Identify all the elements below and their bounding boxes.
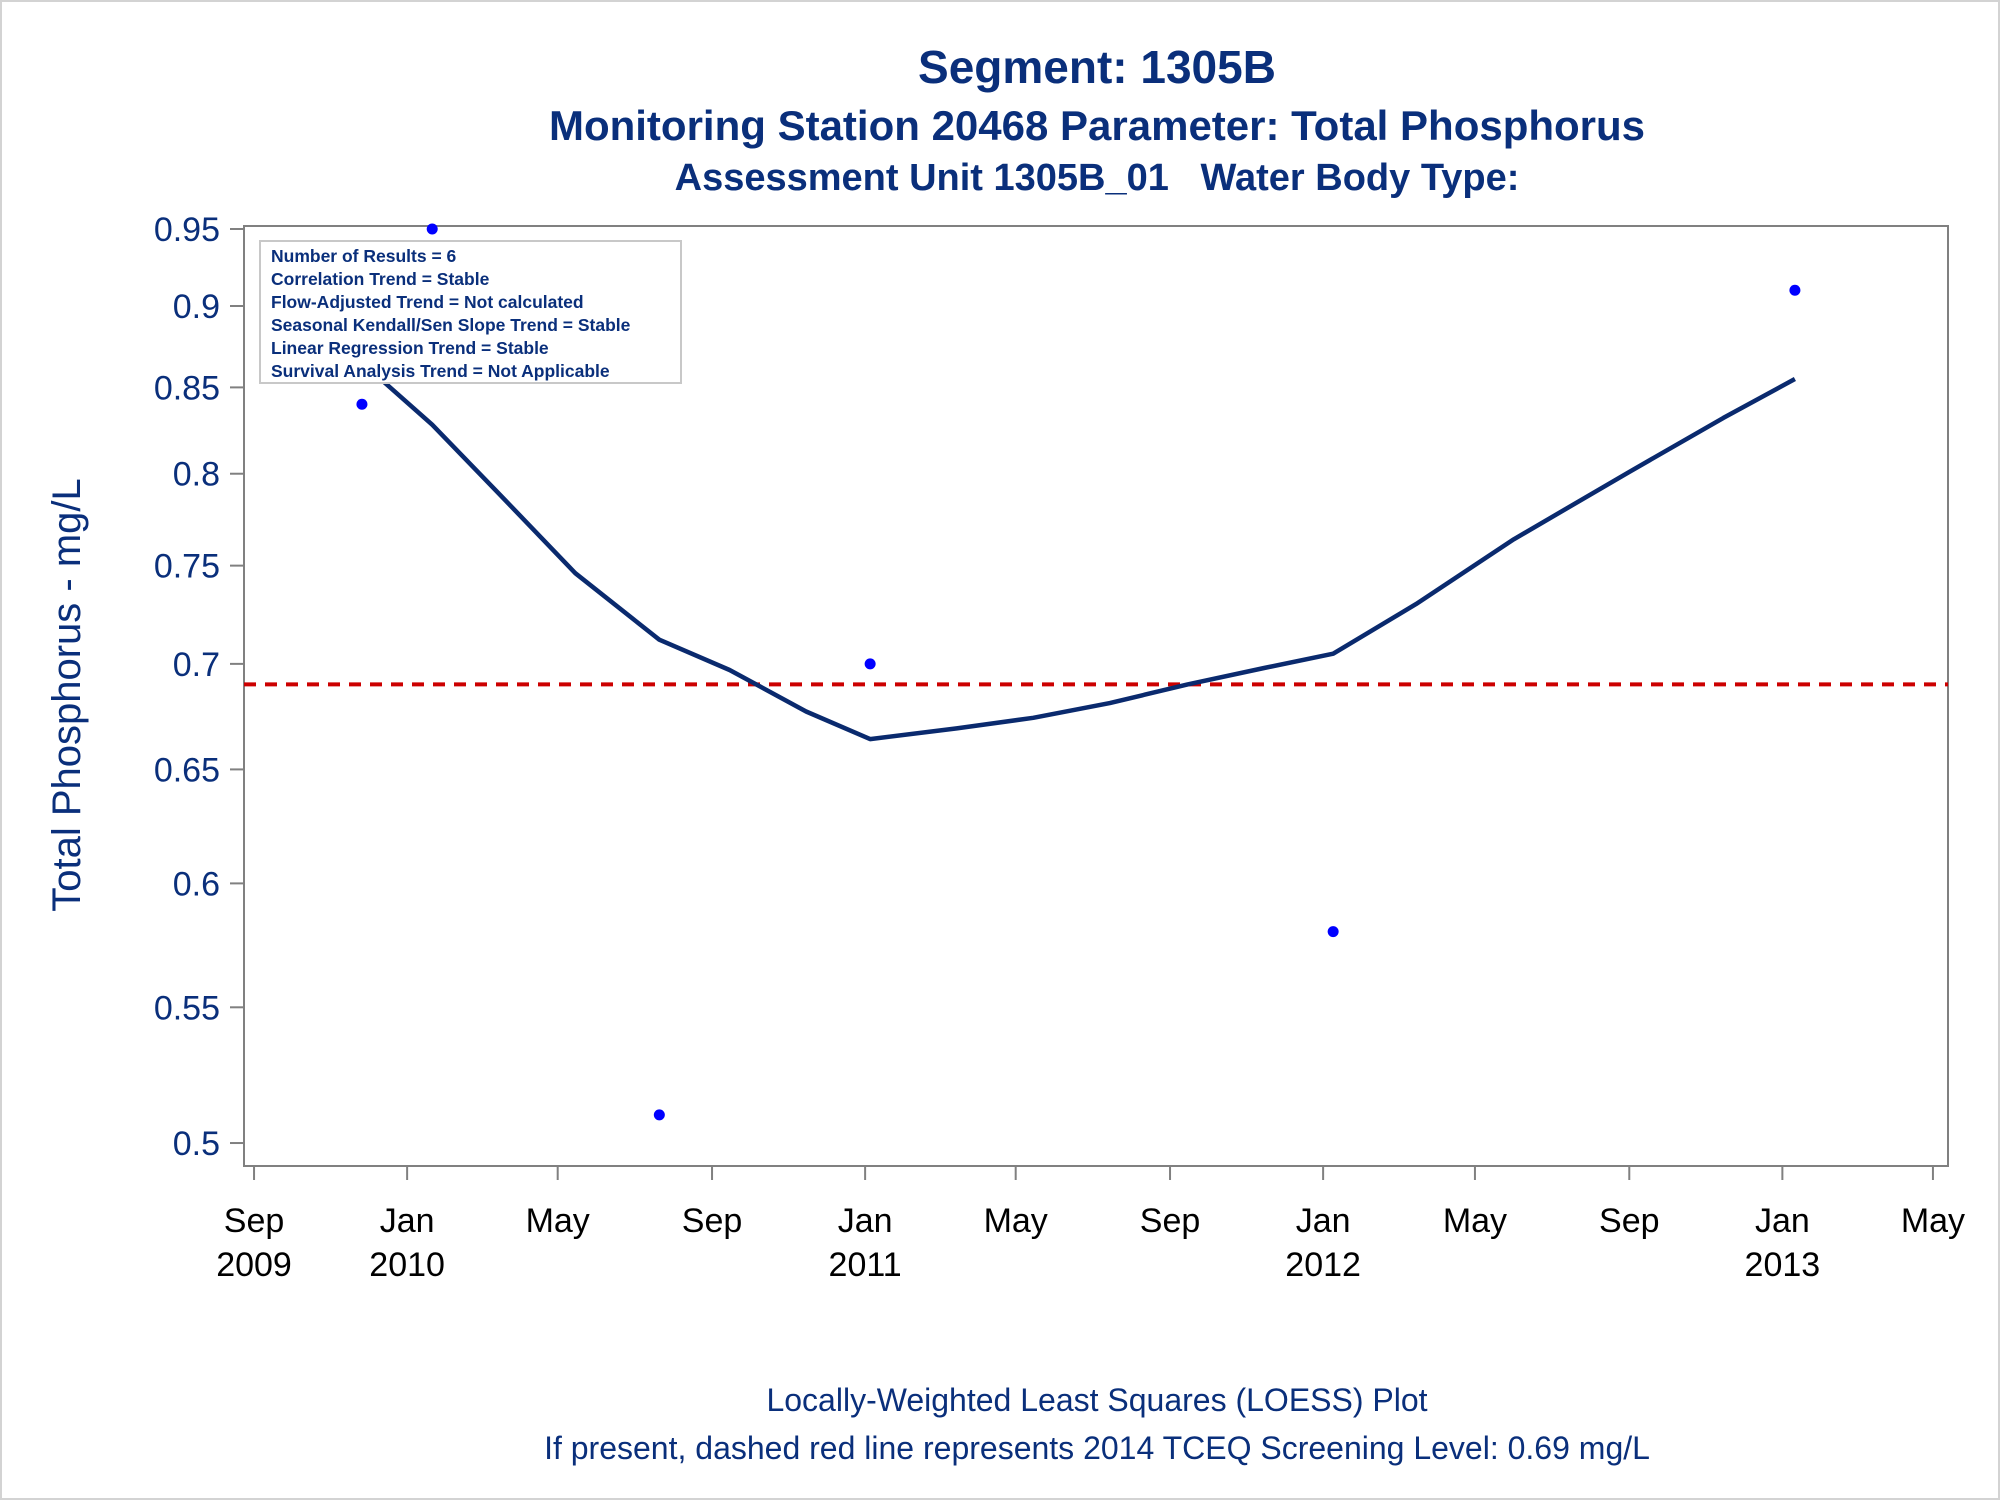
loess-curve bbox=[360, 360, 1796, 742]
y-tick-label: 0.8 bbox=[173, 456, 220, 494]
stats-line-linear-regression: Linear Regression Trend = Stable bbox=[271, 338, 549, 358]
y-tick-label: 0.95 bbox=[154, 211, 220, 249]
y-tick-label: 0.65 bbox=[154, 751, 220, 789]
x-tick-label-month: Sep bbox=[1140, 1202, 1201, 1240]
x-tick-label-year: 2013 bbox=[1745, 1246, 1821, 1284]
x-tick-label-month: Jan bbox=[1755, 1202, 1810, 1240]
data-point bbox=[1789, 284, 1801, 296]
x-tick-label-month: May bbox=[1901, 1202, 1965, 1240]
x-tick-label-month: Sep bbox=[224, 1202, 285, 1240]
y-axis-label: Total Phosphorus - mg/L bbox=[45, 478, 89, 912]
y-tick-label: 0.75 bbox=[154, 548, 220, 586]
x-tick-label-month: May bbox=[984, 1202, 1048, 1240]
x-tick-label-month: May bbox=[1443, 1202, 1507, 1240]
x-tick-label-month: Jan bbox=[380, 1202, 435, 1240]
y-tick-label: 0.5 bbox=[173, 1125, 220, 1163]
data-point bbox=[1327, 926, 1339, 938]
y-tick-label: 0.55 bbox=[154, 989, 220, 1027]
stats-box-border bbox=[259, 240, 682, 384]
y-tick-label: 0.6 bbox=[173, 865, 220, 903]
data-point bbox=[653, 1109, 665, 1121]
data-point bbox=[356, 398, 368, 410]
x-tick-label-year: 2010 bbox=[369, 1246, 445, 1284]
stats-line-seasonal-kendall: Seasonal Kendall/Sen Slope Trend = Stabl… bbox=[271, 315, 631, 335]
footnote-loess: Locally-Weighted Least Squares (LOESS) P… bbox=[766, 1382, 1428, 1418]
stats-box: Number of Results = 6 Correlation Trend … bbox=[259, 240, 682, 384]
x-tick-label-year: 2011 bbox=[829, 1246, 902, 1284]
y-tick-label: 0.7 bbox=[173, 646, 220, 684]
chart-subtitle-line2: Assessment Unit 1305B_01 Water Body Type… bbox=[674, 157, 1520, 199]
data-point bbox=[864, 658, 876, 670]
x-tick-label-month: Jan bbox=[1296, 1202, 1351, 1240]
x-tick-label-year: 2012 bbox=[1285, 1246, 1361, 1284]
x-tick-label-month: Jan bbox=[838, 1202, 893, 1240]
chart-title: Segment: 1305B bbox=[918, 41, 1276, 93]
footnote-screening-level: If present, dashed red line represents 2… bbox=[544, 1430, 1650, 1466]
x-tick-label-month: May bbox=[526, 1202, 590, 1240]
chart-subtitle-line1: Monitoring Station 20468 Parameter: Tota… bbox=[548, 102, 1646, 149]
y-tick-label: 0.85 bbox=[154, 369, 220, 407]
y-tick-label: 0.9 bbox=[173, 288, 220, 326]
data-point bbox=[426, 223, 438, 235]
stats-line-results: Number of Results = 6 bbox=[271, 246, 457, 266]
x-tick-label-year: 2009 bbox=[216, 1246, 292, 1284]
x-tick-label-month: Sep bbox=[1599, 1202, 1660, 1240]
x-tick-label-month: Sep bbox=[682, 1202, 743, 1240]
stats-line-correlation: Correlation Trend = Stable bbox=[271, 269, 490, 289]
stats-line-survival-analysis: Survival Analysis Trend = Not Applicable bbox=[271, 361, 610, 381]
stats-line-flow-adjusted: Flow-Adjusted Trend = Not calculated bbox=[271, 292, 584, 312]
